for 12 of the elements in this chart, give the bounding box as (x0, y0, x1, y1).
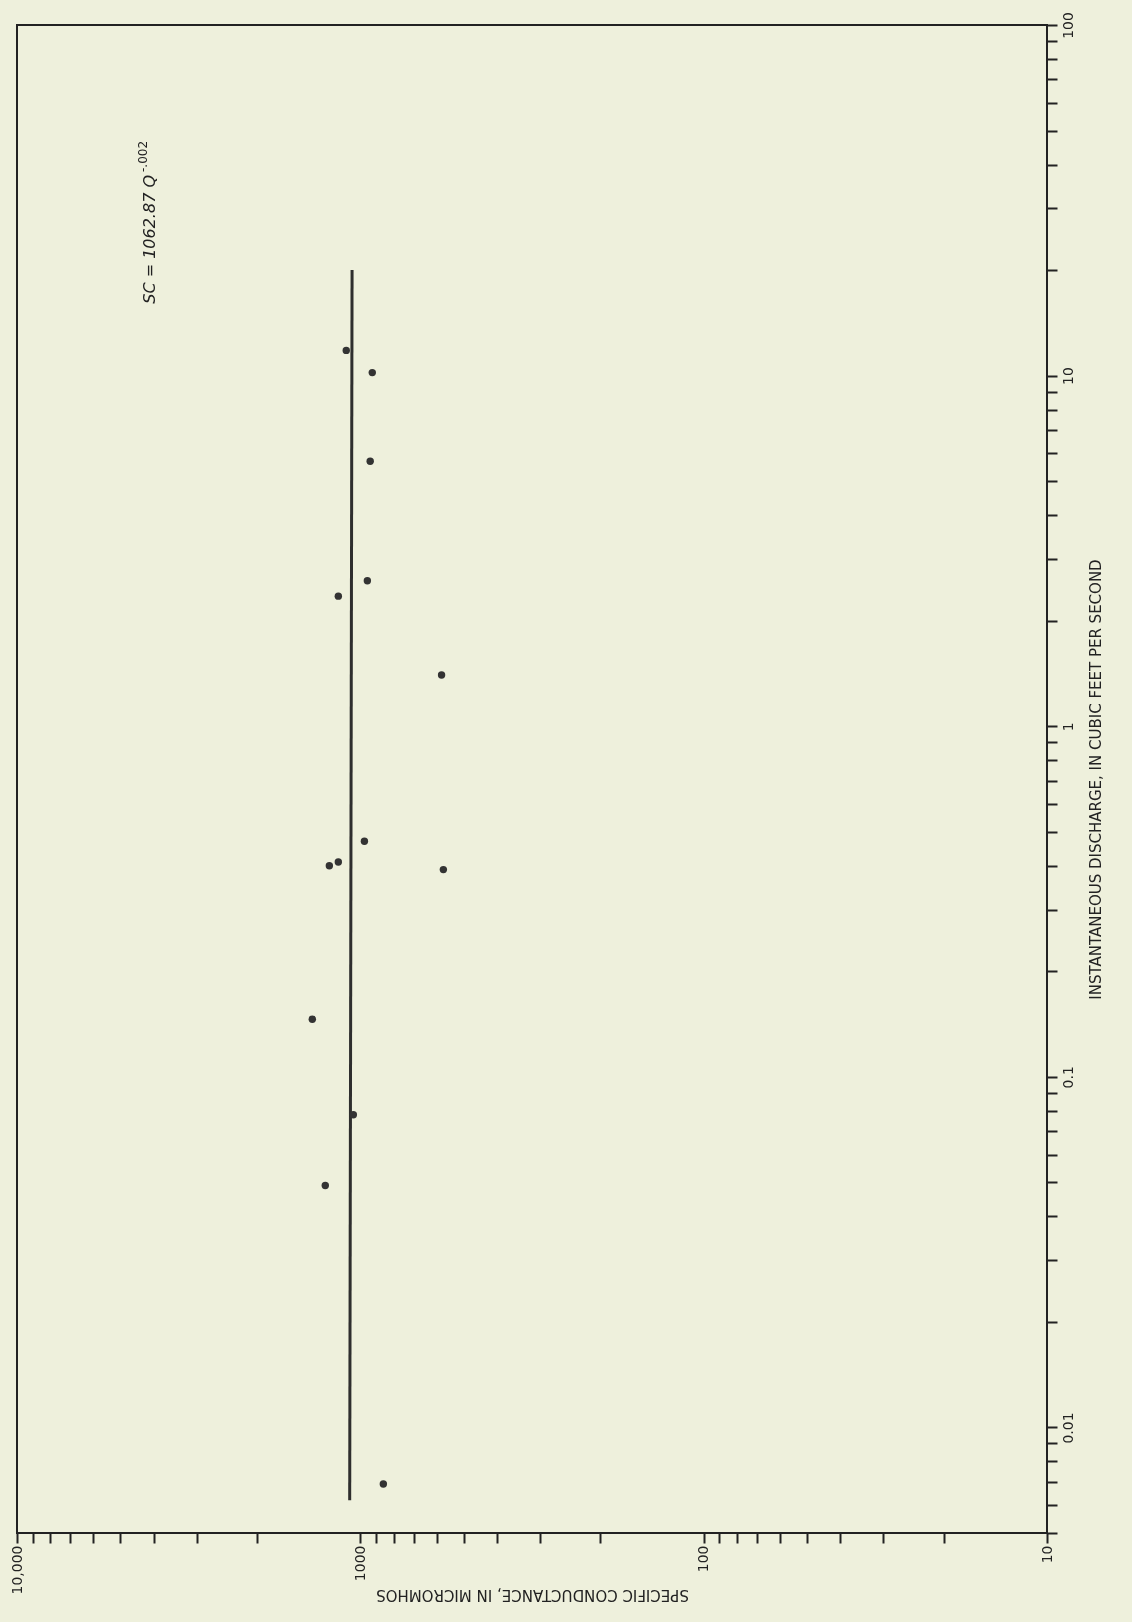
x-tick-label: 1000 (351, 1545, 368, 1582)
x-axis-title: SPECIFIC CONDUCTANCE, IN MICROMHOS (376, 1586, 689, 1605)
y-tick-label: 1 (1059, 722, 1076, 732)
y-tick-label: 0.1 (1059, 1066, 1076, 1089)
y-tick-label: 100 (1059, 12, 1076, 39)
y-tick-label: 0.01 (1059, 1412, 1076, 1444)
x-tick-label: 10 (1038, 1545, 1055, 1564)
x-tick-label: 10,000 (8, 1545, 25, 1595)
annotation: SC = 1062.87 Q-.002 (136, 140, 159, 304)
y-tick-label: 10 (1059, 367, 1076, 386)
x-tick-label: 100 (695, 1545, 712, 1573)
y-axis-title: INSTANTANEOUS DISCHARGE, IN CUBIC FEET PER SECOND (1086, 559, 1105, 1000)
